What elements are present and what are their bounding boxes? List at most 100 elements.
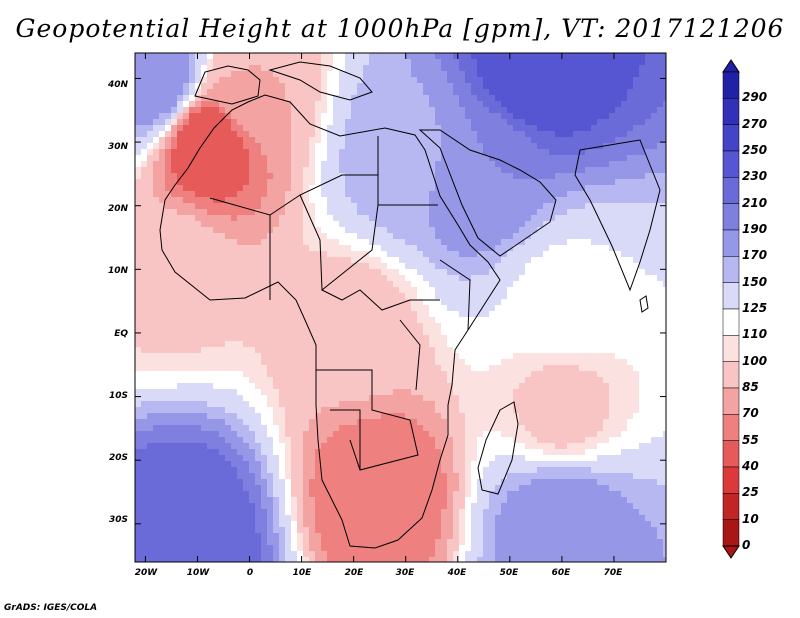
field-cell: [171, 107, 178, 114]
field-cell: [315, 323, 322, 330]
field-cell: [231, 413, 238, 420]
field-cell: [267, 479, 274, 486]
field-cell: [177, 251, 184, 258]
field-cell: [279, 353, 286, 360]
field-cell: [249, 167, 256, 174]
field-cell: [429, 77, 436, 84]
field-cell: [345, 239, 352, 246]
field-cell: [309, 113, 316, 120]
field-cell: [453, 113, 460, 120]
field-cell: [345, 77, 352, 84]
field-cell: [417, 479, 424, 486]
field-cell: [459, 491, 466, 498]
field-cell: [231, 461, 238, 468]
field-cell: [255, 533, 262, 540]
field-cell: [333, 467, 340, 474]
field-cell: [165, 521, 172, 528]
field-cell: [453, 455, 460, 462]
field-cell: [387, 215, 394, 222]
field-cell: [291, 371, 298, 378]
field-cell: [243, 251, 250, 258]
field-cell: [435, 77, 442, 84]
field-cell: [309, 425, 316, 432]
field-cell: [333, 221, 340, 228]
field-cell: [483, 197, 490, 204]
field-cell: [441, 527, 448, 534]
field-cell: [429, 407, 436, 414]
field-cell: [177, 365, 184, 372]
field-cell: [399, 245, 406, 252]
field-cell: [141, 305, 148, 312]
field-cell: [303, 269, 310, 276]
field-cell: [453, 527, 460, 534]
field-cell: [147, 257, 154, 264]
field-cell: [399, 485, 406, 492]
field-cell: [261, 311, 268, 318]
field-cell: [387, 89, 394, 96]
field-cell: [453, 371, 460, 378]
field-cell: [303, 233, 310, 240]
field-cell: [177, 263, 184, 270]
field-cell: [465, 509, 472, 516]
field-cell: [291, 233, 298, 240]
field-cell: [255, 437, 262, 444]
field-cell: [309, 59, 316, 66]
field-cell: [435, 257, 442, 264]
field-cell: [375, 119, 382, 126]
field-cell: [459, 557, 466, 562]
field-cell: [231, 275, 238, 282]
field-cell: [315, 407, 322, 414]
field-cell: [363, 143, 370, 150]
field-cell: [303, 107, 310, 114]
field-cell: [231, 455, 238, 462]
field-cell: [447, 437, 454, 444]
field-cell: [261, 245, 268, 252]
field-cell: [141, 257, 148, 264]
field-cell: [261, 179, 268, 186]
field-cell: [483, 167, 490, 174]
field-cell: [171, 221, 178, 228]
field-cell: [285, 467, 292, 474]
field-cell: [393, 239, 400, 246]
field-cell: [279, 89, 286, 96]
field-cell: [357, 77, 364, 84]
field-cell: [321, 107, 328, 114]
field-cell: [405, 125, 412, 132]
field-cell: [417, 239, 424, 246]
field-cell: [393, 515, 400, 522]
field-cell: [279, 557, 286, 562]
field-cell: [477, 281, 484, 288]
field-cell: [219, 275, 226, 282]
field-cell: [447, 215, 454, 222]
field-cell: [261, 347, 268, 354]
field-cell: [453, 383, 460, 390]
field-cell: [483, 101, 490, 108]
field-cell: [225, 299, 232, 306]
field-cell: [393, 269, 400, 276]
field-cell: [381, 257, 388, 264]
field-cell: [171, 83, 178, 90]
field-cell: [279, 329, 286, 336]
field-cell: [327, 95, 334, 102]
field-cell: [297, 533, 304, 540]
field-cell: [411, 221, 418, 228]
field-cell: [237, 191, 244, 198]
field-cell: [255, 293, 262, 300]
field-cell: [177, 509, 184, 516]
field-cell: [309, 515, 316, 522]
field-cell: [411, 101, 418, 108]
field-cell: [285, 389, 292, 396]
field-cell: [297, 431, 304, 438]
field-cell: [315, 239, 322, 246]
field-cell: [363, 365, 370, 372]
field-cell: [207, 365, 214, 372]
field-cell: [279, 149, 286, 156]
field-cell: [387, 317, 394, 324]
field-cell: [189, 335, 196, 342]
field-cell: [447, 53, 454, 60]
field-cell: [387, 113, 394, 120]
field-cell: [207, 413, 214, 420]
field-cell: [291, 227, 298, 234]
field-cell: [327, 59, 334, 66]
field-cell: [399, 329, 406, 336]
